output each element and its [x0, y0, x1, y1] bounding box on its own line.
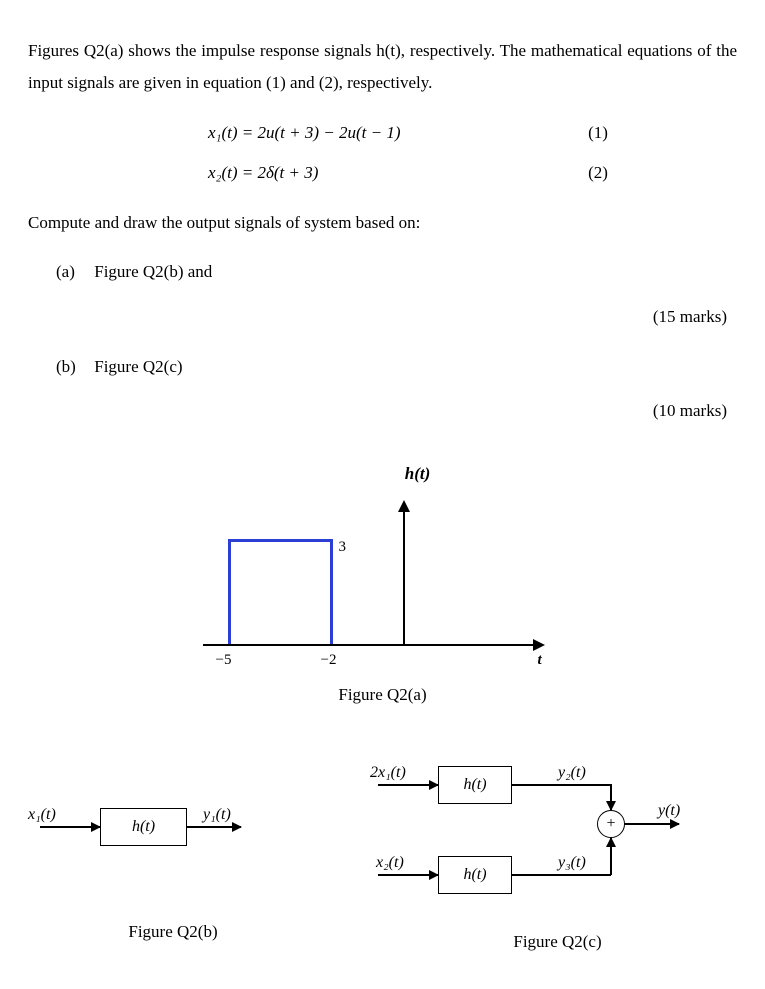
compute-line: Compute and draw the output signals of s… [28, 207, 737, 239]
figB-caption: Figure Q2(b) [28, 916, 318, 948]
part-a-marker: (a) [56, 256, 90, 288]
x-axis [203, 644, 543, 646]
figC-bot-to-sum [610, 838, 612, 875]
part-b: (b) Figure Q2(c) [56, 351, 737, 383]
x-tick-minus2: −2 [321, 646, 337, 675]
figC-top-out-label: y₂(t) [558, 758, 586, 788]
sum-symbol: + [606, 809, 615, 839]
figC-top-to-sum [610, 784, 612, 810]
y-axis [403, 502, 405, 646]
figC-bot-block-label: h(t) [463, 860, 486, 890]
figC-bot-out-label: y₃(t) [558, 848, 586, 878]
figC-top-wire-in [378, 784, 438, 786]
equation-2: x₂(t) = 2δ(t + 3) (2) [28, 157, 737, 189]
intro-text: Figures Q2(a) shows the impulse response… [28, 35, 737, 100]
eq2-number: (2) [538, 157, 658, 189]
eq1-body: x₁(t) = 2u(t + 3) − 2u(t − 1) [208, 117, 538, 149]
figC-top-block: h(t) [438, 766, 512, 804]
eq2-body: x₂(t) = 2δ(t + 3) [208, 157, 538, 189]
figC-bot-wire-in [378, 874, 438, 876]
part-a-text: Figure Q2(b) and [94, 262, 212, 281]
figB-output-label: y₁(t) [203, 800, 231, 830]
part-b-marks: (10 marks) [56, 395, 737, 427]
figA-caption: Figure Q2(a) [203, 679, 563, 711]
y-tick-3: 3 [339, 533, 347, 562]
figure-q2a: h(t) 3 −5 −2 t Figure Q2(a) [203, 458, 563, 712]
figC-top-block-label: h(t) [463, 770, 486, 800]
figB-block-label: h(t) [132, 812, 155, 842]
part-a: (a) Figure Q2(b) and [56, 256, 737, 288]
figure-q2c: 2x₁(t) h(t) y₂(t) x₂(t) h(t) y₃(t) + y(t… [318, 756, 737, 958]
part-a-marks: (15 marks) [56, 301, 737, 333]
figB-wire-in [40, 826, 100, 828]
eq1-number: (1) [538, 117, 658, 149]
equation-1: x₁(t) = 2u(t + 3) − 2u(t − 1) (1) [28, 117, 737, 149]
pulse-rect [228, 539, 333, 644]
figC-bot-block: h(t) [438, 856, 512, 894]
part-b-marker: (b) [56, 351, 90, 383]
figC-final-label: y(t) [658, 796, 680, 826]
figB-block: h(t) [100, 808, 187, 846]
figC-caption: Figure Q2(c) [378, 926, 737, 958]
figA-title: h(t) [273, 458, 563, 490]
figure-q2b: x₁(t) h(t) y₁(t) Figure Q2(b) [28, 756, 318, 948]
x-tick-minus5: −5 [216, 646, 232, 675]
t-axis-label: t [538, 646, 542, 675]
summing-junction: + [597, 810, 625, 838]
part-b-text: Figure Q2(c) [94, 357, 182, 376]
